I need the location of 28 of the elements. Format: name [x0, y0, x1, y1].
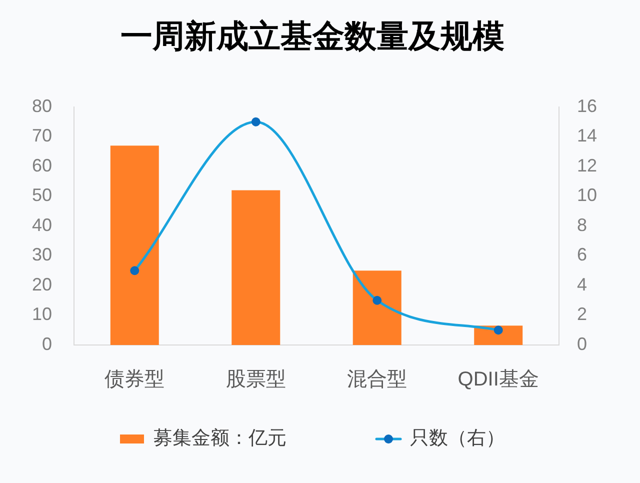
- chart-title: 一周新成立基金数量及规模: [120, 18, 504, 54]
- bar: [110, 146, 159, 345]
- y-tick-label: 10: [32, 304, 52, 324]
- y2-tick-label: 14: [576, 126, 598, 146]
- x-tick-label: QDII基金: [458, 368, 539, 391]
- y-tick-label: 20: [32, 274, 52, 294]
- y2-tick-label: 10: [576, 185, 598, 206]
- x-tick-label: 混合型: [347, 368, 408, 391]
- y2-tick-label: 0: [576, 334, 587, 354]
- y2-tick-label: 6: [576, 244, 587, 265]
- y2-tick-label: 16: [576, 96, 598, 116]
- y-tick-label: 70: [32, 126, 52, 146]
- y2-tick-label: 4: [576, 274, 587, 294]
- legend-label: 募集金额：亿元: [154, 427, 286, 450]
- x-tick-label: 股票型: [226, 368, 286, 391]
- y2-tick-label: 2: [576, 304, 587, 324]
- y-tick-label: 80: [32, 96, 52, 116]
- bar: [232, 190, 280, 345]
- y2-tick-label: 8: [576, 214, 587, 235]
- y2-tick-label: 12: [576, 155, 598, 176]
- x-tick-label: 债券型: [104, 368, 165, 391]
- y-tick-label: 40: [32, 214, 52, 235]
- y-tick-label: 60: [32, 155, 52, 176]
- y-tick-label: 30: [32, 244, 52, 265]
- bar: [352, 270, 402, 345]
- y-tick-label: 0: [42, 334, 52, 354]
- y-tick-label: 50: [32, 185, 52, 206]
- legend-label: 只数（右）: [410, 428, 505, 450]
